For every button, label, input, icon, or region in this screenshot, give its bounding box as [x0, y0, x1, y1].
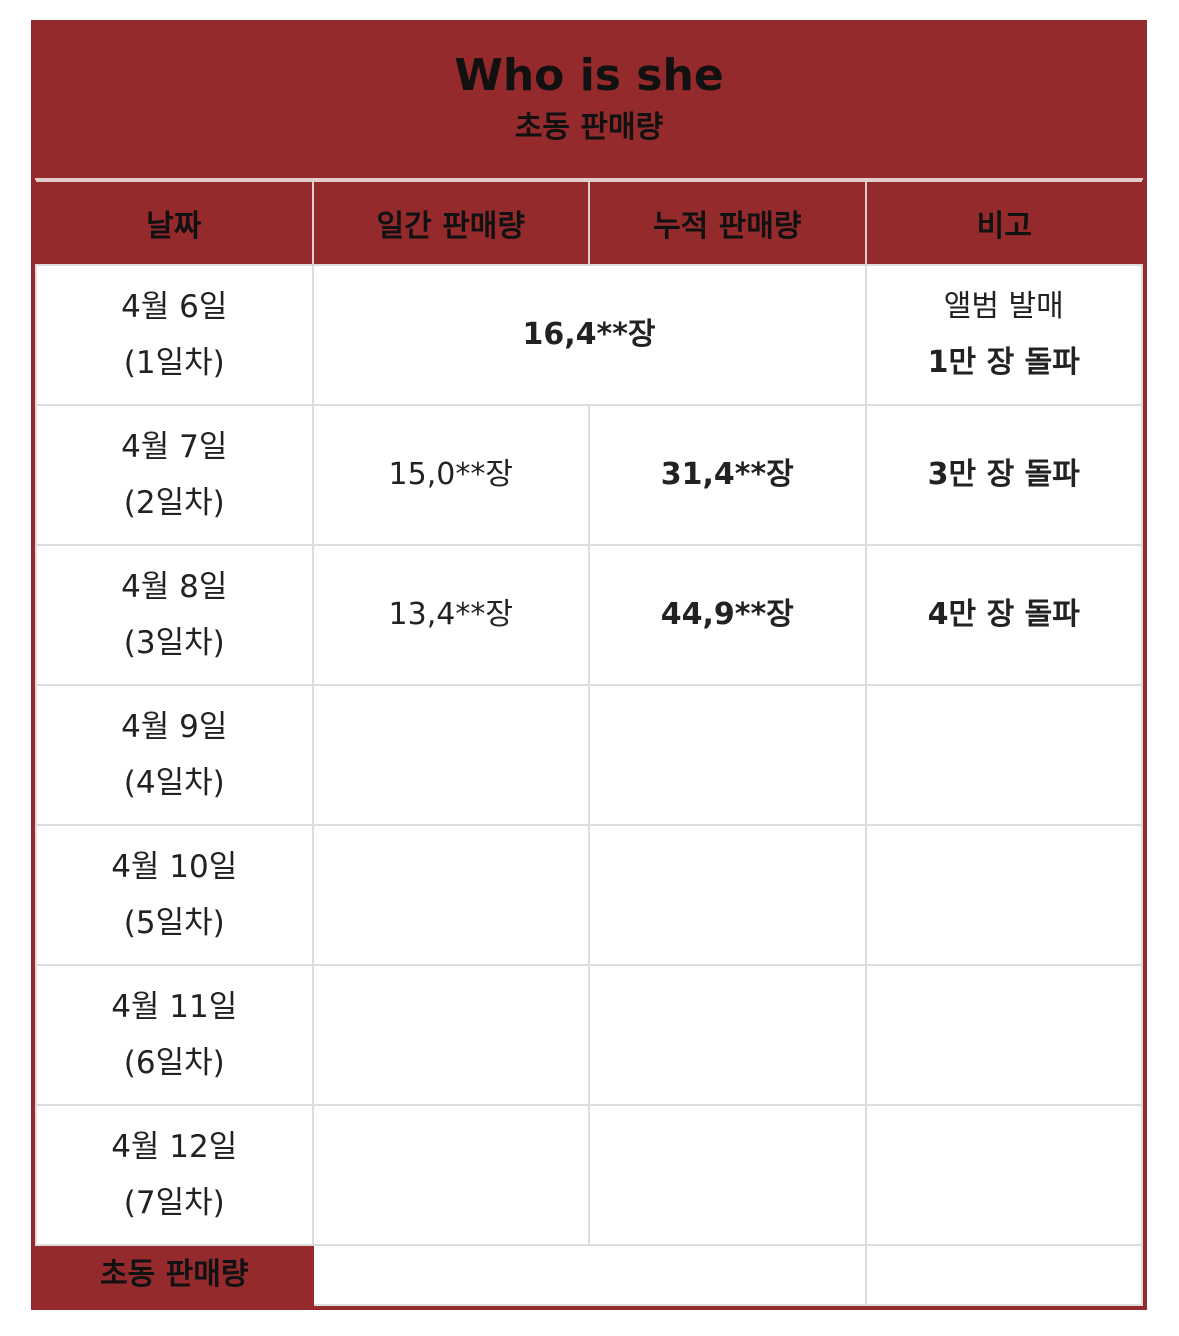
- date: 4월 11일: [111, 989, 238, 1025]
- total-note-cell: [864, 1244, 1143, 1306]
- daily-cell: 13,4**장: [311, 544, 590, 686]
- note-cell: [864, 824, 1143, 966]
- date: 4월 7일: [121, 429, 228, 465]
- day-number: (5일차): [123, 905, 225, 941]
- header-daily: 일간 판매량: [311, 180, 590, 265]
- date: 4월 12일: [111, 1129, 238, 1165]
- daily-cell: [311, 824, 590, 966]
- table-row: 4월 11일 (6일차): [35, 964, 1143, 1106]
- total-row: 초동 판매량: [35, 1244, 1143, 1306]
- cumulative-cell: 44,9**장: [588, 544, 867, 686]
- day-number: (6일차): [123, 1045, 225, 1081]
- daily-cell: [311, 964, 590, 1106]
- sales-table: 날짜 일간 판매량 누적 판매량 비고 4월 6일 (1일차) 16,4**장 앨…: [35, 180, 1143, 1306]
- title-divider: [35, 178, 1143, 180]
- note-cell: [864, 684, 1143, 826]
- note-cell: 4만 장 돌파: [864, 544, 1143, 686]
- day-number: (1일차): [123, 345, 225, 381]
- table-row: 4월 10일 (5일차): [35, 824, 1143, 966]
- cumulative-cell: [588, 824, 867, 966]
- day-number: (3일차): [123, 625, 225, 661]
- note-line: 앨범 발매: [943, 289, 1064, 324]
- note-cell: 3만 장 돌파: [864, 404, 1143, 546]
- cumulative-cell: [588, 964, 867, 1106]
- table-row: 4월 6일 (1일차) 16,4**장 앨범 발매 1만 장 돌파: [35, 264, 1143, 406]
- date: 4월 9일: [121, 709, 228, 745]
- table-row: 4월 7일 (2일차) 15,0**장 31,4**장 3만 장 돌파: [35, 404, 1143, 546]
- date-cell: 4월 8일 (3일차): [35, 544, 314, 686]
- date-cell: 4월 12일 (7일차): [35, 1104, 314, 1246]
- cumulative-cell: 31,4**장: [588, 404, 867, 546]
- header-row: 날짜 일간 판매량 누적 판매량 비고: [36, 180, 1142, 265]
- date-cell: 4월 11일 (6일차): [35, 964, 314, 1106]
- sales-table-container: Who is she 초동 판매량 날짜 일간 판매량 누적 판매량 비고 4월…: [31, 20, 1147, 1310]
- date-cell: 4월 9일 (4일차): [35, 684, 314, 826]
- table-row: 4월 9일 (4일차): [35, 684, 1143, 826]
- note-cell: [864, 1104, 1143, 1246]
- total-value-cell: [311, 1244, 867, 1306]
- daily-cell: [311, 1104, 590, 1246]
- day-number: (7일차): [123, 1185, 225, 1221]
- date-cell: 4월 7일 (2일차): [35, 404, 314, 546]
- header-date: 날짜: [36, 180, 314, 265]
- note-cell: [864, 964, 1143, 1106]
- table-row: 4월 8일 (3일차) 13,4**장 44,9**장 4만 장 돌파: [35, 544, 1143, 686]
- day-number: (4일차): [123, 765, 225, 801]
- table-title-area: Who is she 초동 판매량: [35, 20, 1143, 178]
- note-cell: 앨범 발매 1만 장 돌파: [864, 264, 1143, 406]
- day-number: (2일차): [123, 485, 225, 521]
- date-cell: 4월 10일 (5일차): [35, 824, 314, 966]
- header-cumulative: 누적 판매량: [588, 180, 867, 265]
- note-line: 1만 장 돌파: [927, 345, 1080, 380]
- daily-cell: 16,4**장: [311, 264, 867, 406]
- cumulative-cell: [588, 684, 867, 826]
- date: 4월 8일: [121, 569, 228, 605]
- date: 4월 10일: [111, 849, 238, 885]
- header-note: 비고: [864, 180, 1142, 265]
- table-subtitle: 초동 판매량: [514, 110, 664, 145]
- total-label: 초동 판매량: [35, 1244, 314, 1306]
- date: 4월 6일: [121, 289, 228, 325]
- daily-cell: 15,0**장: [311, 404, 590, 546]
- date-cell: 4월 6일 (1일차): [35, 264, 314, 406]
- table-title: Who is she: [454, 50, 724, 101]
- cumulative-cell: [588, 1104, 867, 1246]
- daily-cell: [311, 684, 590, 826]
- table-row: 4월 12일 (7일차): [35, 1104, 1143, 1246]
